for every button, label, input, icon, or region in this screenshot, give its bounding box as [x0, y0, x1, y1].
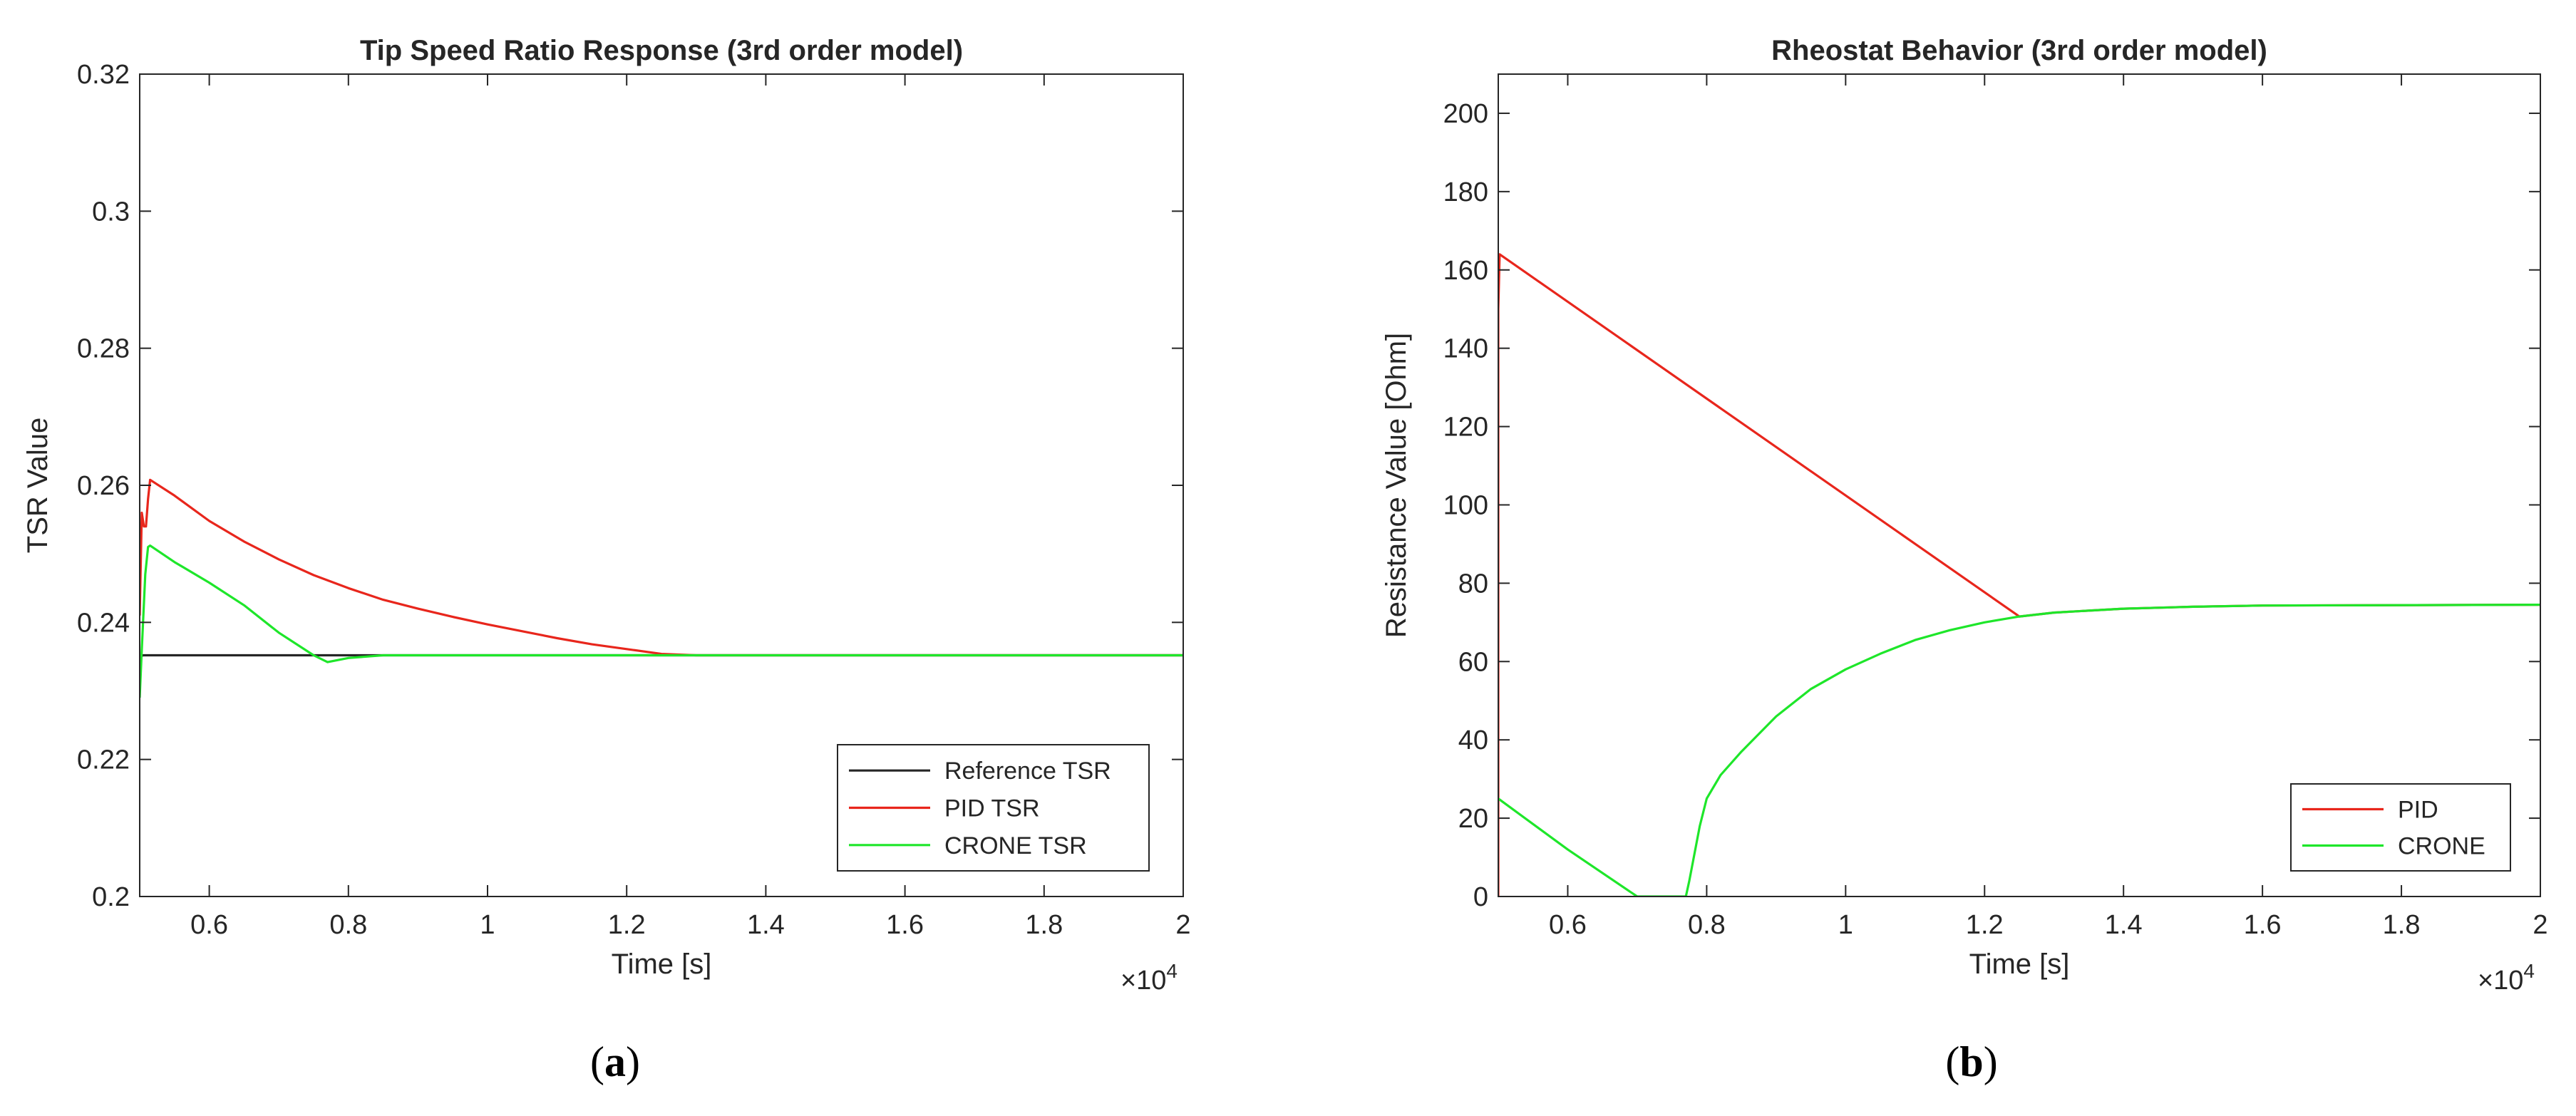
y-tick-label: 0.26 [77, 471, 130, 501]
plot-area [1498, 74, 2540, 897]
y-tick-label: 0.22 [77, 745, 130, 775]
legend: Reference TSR PID TSR CRONE TSR [837, 744, 1150, 872]
panel-paren-open: ( [1945, 1038, 1959, 1085]
x-axis-label: Time [s] [612, 949, 712, 980]
chart-panel-b: 0.6 0.8 1 1.2 1.4 1.6 1.8 202040608010012014016… [1381, 35, 2548, 1085]
chart-title: Rheostat Behavior (3rd order model) [1771, 35, 2267, 66]
panel-letter: b [1959, 1038, 1983, 1085]
x-tick-label: 0.8 [1688, 910, 1726, 940]
x-tick-label: 0.6 [1549, 910, 1587, 940]
y-axis-label: TSR Value [22, 418, 53, 553]
y-tick-label: 0.3 [92, 197, 130, 227]
chart-title: Tip Speed Ratio Response (3rd order mode… [360, 35, 963, 66]
y-tick-label: 60 [1458, 647, 1488, 677]
legend-label: PID TSR [944, 795, 1040, 822]
axes-box [1498, 73, 2541, 897]
x-tick-label: 2 [1175, 910, 1190, 940]
y-tick-label: 120 [1443, 413, 1488, 443]
x-tick-label: 1.6 [2244, 910, 2282, 940]
x-exponent-power: 4 [1166, 960, 1178, 982]
x-tick-label: 2 [2533, 910, 2547, 940]
x-exponent-label: ×104 [2478, 960, 2535, 996]
legend-label: CRONE TSR [944, 832, 1087, 859]
y-tick-label: 0.32 [77, 60, 130, 90]
panel-letter: a [604, 1038, 626, 1085]
series-line-pid-tsr [140, 478, 1183, 657]
legend-box [2290, 783, 2511, 872]
y-tick-label: 140 [1443, 334, 1488, 364]
x-tick-label: 0.6 [190, 910, 228, 940]
panel-paren-close: ) [1984, 1038, 1998, 1085]
panel-label: (b) [1945, 1038, 1997, 1085]
legend-label: Reference TSR [944, 758, 1111, 785]
legend-label: PID [2398, 797, 2438, 824]
x-exponent-base: ×10 [2478, 966, 2523, 996]
panel-paren-open: ( [590, 1038, 604, 1085]
y-tick-label: 0 [1473, 882, 1488, 912]
x-tick-label: 1.2 [1966, 910, 2004, 940]
x-exponent-label: ×104 [1120, 960, 1178, 996]
x-tick-label: 1.6 [886, 910, 924, 940]
y-axis-label: Resistance Value [Ohm] [1381, 333, 1412, 638]
x-tick-label: 1.8 [2383, 910, 2421, 940]
x-tick-label: 1.2 [608, 910, 646, 940]
x-tick-label: 0.8 [329, 910, 367, 940]
x-axis-label: Time [s] [1969, 949, 2070, 980]
x-tick-label: 1.4 [2105, 910, 2143, 940]
series-line-crone [1498, 603, 2540, 897]
y-tick-label: 100 [1443, 490, 1488, 520]
x-exponent-power: 4 [2523, 960, 2535, 982]
y-tick-label: 0.24 [77, 608, 130, 638]
y-tick-label: 0.28 [77, 334, 130, 364]
y-tick-label: 80 [1458, 569, 1488, 599]
panel-label: (a) [590, 1038, 640, 1085]
x-tick-label: 1.8 [1025, 910, 1063, 940]
y-tick-label: 40 [1458, 725, 1488, 755]
chart-panel-a: 0.6 0.8 1 1.2 1.4 1.6 1.8 2 0.2 0.22 0.24 0.26 0.28 0… [22, 35, 1191, 1085]
y-tick-label: 20 [1458, 804, 1488, 834]
panel-paren-close: ) [626, 1038, 640, 1085]
y-tick-label: 160 [1443, 256, 1488, 286]
y-tick-label: 0.2 [92, 882, 130, 912]
x-tick-label: 1 [1838, 910, 1853, 940]
x-exponent-base: ×10 [1120, 966, 1166, 996]
series-group [140, 478, 1183, 698]
x-tick-label: 1 [480, 910, 495, 940]
legend: PID CRONE [2290, 783, 2511, 872]
legend-label: CRONE [2398, 833, 2485, 860]
y-tick-label: 180 [1443, 177, 1488, 207]
series-line-crone-tsr [140, 544, 1183, 698]
x-tick-label: 1.4 [747, 910, 785, 940]
y-tick-label: 200 [1443, 99, 1488, 129]
